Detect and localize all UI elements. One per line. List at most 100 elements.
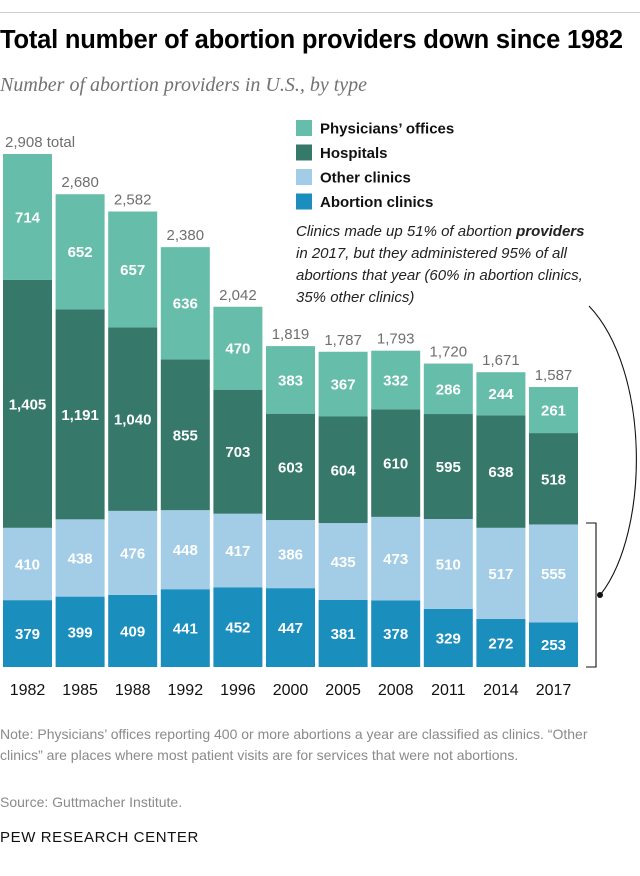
- bar-segment-2017-abortion-clinics: [529, 622, 578, 667]
- value-label: 438: [68, 550, 93, 567]
- x-tick-label: 1992: [168, 682, 204, 699]
- bar-segment-2008-other-clinics: [371, 516, 421, 601]
- bar-segment-2008-hospitals: [371, 409, 421, 517]
- value-label: 441: [173, 621, 198, 638]
- bar-segment-2017-hospitals: [529, 433, 578, 525]
- total-label: 2,582: [114, 192, 152, 209]
- value-label: 386: [278, 547, 303, 564]
- bar-segment-2017-physicians-offices: [529, 387, 578, 434]
- total-label: 1,587: [535, 367, 573, 384]
- value-label: 855: [173, 427, 198, 444]
- total-label: 2,042: [219, 287, 257, 304]
- bar-segment-2011-other-clinics: [423, 518, 473, 609]
- clinics-bracket: [586, 522, 597, 668]
- bar-segment-1985-abortion-clinics: [55, 596, 105, 667]
- value-label: 473: [383, 551, 408, 568]
- bar-segment-2014-hospitals: [476, 415, 526, 528]
- value-label: 381: [331, 626, 356, 643]
- value-label: 452: [225, 620, 250, 637]
- total-label: 2,680: [61, 174, 99, 191]
- x-tick-label: 1988: [115, 682, 151, 699]
- bar-segment-2011-abortion-clinics: [423, 608, 473, 667]
- value-label: 714: [15, 209, 41, 226]
- annotation-line: Clinics made up 51% of abortion provider…: [296, 223, 584, 240]
- value-label: 261: [541, 403, 566, 420]
- value-label: 610: [383, 456, 408, 473]
- bar-segment-1996-hospitals: [213, 389, 263, 514]
- value-label: 652: [68, 244, 93, 261]
- bar-segment-2005-other-clinics: [318, 523, 368, 600]
- legend-swatch: [296, 193, 312, 210]
- bar-segment-1985-other-clinics: [55, 519, 105, 597]
- top-rule: [0, 12, 640, 13]
- x-tick-label: 1985: [62, 682, 98, 699]
- value-label: 657: [120, 262, 145, 279]
- value-label: 476: [120, 545, 145, 562]
- bar-segment-2005-hospitals: [318, 416, 368, 524]
- bar-segment-1988-hospitals: [108, 327, 158, 511]
- value-label: 329: [436, 630, 461, 647]
- bar-segment-1992-hospitals: [160, 359, 210, 511]
- value-label: 447: [278, 620, 303, 637]
- value-label: 379: [15, 626, 40, 643]
- bar-segment-1988-abortion-clinics: [108, 594, 158, 667]
- annotation-text: abortions that year (60% in abortion cli…: [296, 267, 583, 284]
- total-label: 1,819: [272, 326, 310, 343]
- x-tick-label: 2000: [273, 682, 309, 699]
- chart-subtitle: Number of abortion providers in U.S., by…: [0, 74, 368, 96]
- value-label: 470: [225, 341, 250, 358]
- chart-source: Source: Guttmacher Institute.: [0, 794, 183, 810]
- x-tick-label: 2008: [378, 682, 414, 699]
- value-label: 367: [331, 377, 356, 394]
- brand-footer: PEW RESEARCH CENTER: [0, 829, 199, 846]
- annotation-text: in 2017, but they administered 95% of al…: [296, 245, 568, 262]
- x-tick-label: 2011: [431, 682, 466, 699]
- annotation-text: 35% other clinics): [296, 289, 414, 306]
- chart-title: Total number of abortion providers down …: [0, 26, 623, 54]
- legend-label: Other clinics: [320, 170, 411, 187]
- bar-segment-2017-other-clinics: [529, 524, 578, 623]
- bar-segment-2014-other-clinics: [476, 527, 526, 620]
- bar-segment-1985-physicians-offices: [55, 194, 105, 310]
- value-label: 518: [541, 471, 566, 488]
- bar-segment-1996-physicians-offices: [213, 306, 263, 390]
- total-label: 1,793: [377, 331, 415, 348]
- value-label: 603: [278, 459, 303, 476]
- bar-segment-2000-physicians-offices: [266, 346, 315, 414]
- value-label: 448: [173, 542, 198, 559]
- bar-segment-1996-other-clinics: [213, 513, 263, 588]
- x-tick-label: 1982: [10, 682, 46, 699]
- value-label: 703: [225, 444, 250, 461]
- bar-segment-1996-abortion-clinics: [213, 587, 263, 667]
- bar-segment-1982-physicians-offices: [3, 154, 52, 280]
- value-label: 272: [488, 636, 513, 653]
- bar-segment-1992-other-clinics: [160, 510, 210, 590]
- annotation-arrow: [588, 305, 637, 595]
- bar-segment-1982-abortion-clinics: [3, 600, 52, 667]
- x-tick-label: 2014: [483, 682, 519, 699]
- total-label: 1,671: [482, 352, 520, 369]
- value-label: 1,191: [61, 407, 99, 424]
- bar-segment-2014-physicians-offices: [476, 372, 526, 416]
- value-label: 517: [488, 566, 513, 583]
- value-label: 1,405: [9, 396, 47, 413]
- value-label: 332: [383, 372, 408, 389]
- total-label: 2,908 total: [5, 134, 75, 151]
- value-label: 604: [331, 462, 357, 479]
- x-tick-label: 2017: [536, 682, 572, 699]
- total-label: 2,380: [167, 227, 205, 244]
- total-label: 1,720: [430, 344, 468, 361]
- bar-segment-2000-other-clinics: [266, 520, 315, 589]
- bar-segment-2008-abortion-clinics: [371, 600, 421, 667]
- legend-label: Physicians’ offices: [320, 121, 454, 138]
- legend-label: Abortion clinics: [320, 194, 433, 211]
- bar-segment-1988-other-clinics: [108, 510, 158, 595]
- value-label: 253: [541, 637, 566, 654]
- value-label: 1,040: [114, 412, 152, 429]
- annotation-line: abortions that year (60% in abortion cli…: [296, 267, 583, 284]
- legend-swatch: [296, 120, 312, 136]
- value-label: 378: [383, 626, 408, 643]
- x-tick-label: 2005: [325, 682, 361, 699]
- chart-note: Note: Physicians’ offices reporting 400 …: [0, 726, 588, 763]
- value-label: 636: [173, 296, 198, 313]
